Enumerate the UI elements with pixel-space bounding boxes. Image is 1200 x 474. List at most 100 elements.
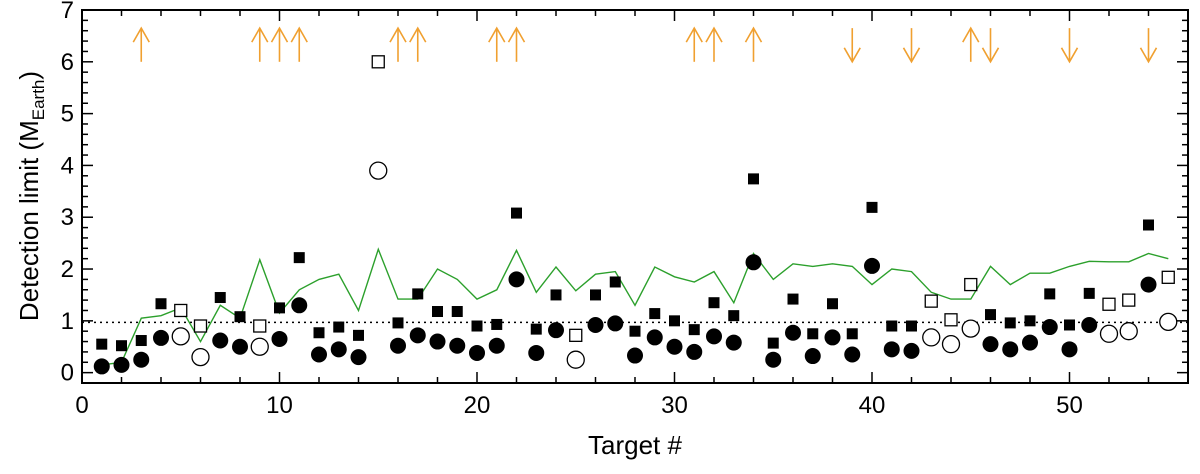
data-point-filled-square bbox=[274, 302, 285, 314]
data-point-open-square bbox=[569, 328, 583, 342]
data-point-filled-circle bbox=[1081, 316, 1098, 333]
data-point-filled-square bbox=[708, 297, 720, 309]
data-point-filled-circle bbox=[646, 329, 663, 346]
y-axis-title: Detection limit (MEarth) bbox=[14, 71, 48, 321]
data-point-filled-square bbox=[748, 173, 759, 185]
data-point-filled-circle bbox=[291, 297, 308, 314]
data-point-filled-square bbox=[333, 321, 345, 333]
data-point-filled-square bbox=[511, 207, 522, 219]
up-arrow-icon bbox=[744, 26, 763, 62]
data-point-filled-circle bbox=[745, 254, 762, 271]
data-point-filled-circle bbox=[1022, 334, 1038, 351]
data-point-filled-circle bbox=[1002, 341, 1019, 358]
data-point-open-square bbox=[174, 303, 188, 318]
data-point-filled-circle bbox=[686, 343, 703, 360]
data-point-open-square bbox=[964, 277, 978, 292]
data-point-filled-circle bbox=[449, 337, 466, 354]
data-point-filled-circle bbox=[903, 342, 920, 359]
data-point-filled-circle bbox=[1061, 341, 1078, 358]
data-point-filled-circle bbox=[824, 329, 841, 346]
data-point-filled-square bbox=[1024, 315, 1036, 327]
x-tick-label: 20 bbox=[464, 392, 491, 419]
y-axis-title-close: ) bbox=[14, 71, 44, 80]
data-point-filled-square bbox=[688, 324, 700, 336]
data-point-filled-square bbox=[1083, 287, 1095, 299]
data-point-filled-circle bbox=[982, 336, 999, 353]
up-arrow-icon bbox=[290, 26, 308, 62]
data-point-filled-square bbox=[1004, 317, 1016, 329]
x-tick-label: 50 bbox=[1056, 392, 1083, 419]
data-point-filled-circle bbox=[330, 341, 347, 358]
data-point-filled-square bbox=[313, 327, 325, 339]
data-point-open-circle bbox=[566, 350, 585, 369]
data-point-open-circle bbox=[1119, 322, 1138, 341]
down-arrow-icon bbox=[902, 28, 921, 64]
data-point-filled-circle bbox=[390, 337, 406, 354]
data-point-filled-circle bbox=[311, 346, 327, 363]
data-point-filled-circle bbox=[212, 332, 229, 349]
data-point-open-circle bbox=[1099, 324, 1119, 343]
data-point-open-square bbox=[924, 294, 938, 308]
data-point-filled-circle bbox=[429, 333, 446, 350]
up-arrow-icon bbox=[132, 26, 150, 62]
data-point-filled-square bbox=[609, 276, 621, 288]
data-point-filled-square bbox=[491, 318, 503, 330]
data-point-filled-square bbox=[1044, 288, 1056, 300]
y-tick-label: 1 bbox=[61, 308, 74, 335]
data-point-filled-square bbox=[530, 323, 542, 335]
data-point-filled-square bbox=[787, 293, 799, 305]
data-point-filled-circle bbox=[627, 347, 643, 364]
data-point-filled-circle bbox=[725, 334, 742, 351]
data-point-filled-square bbox=[906, 320, 917, 332]
data-point-filled-square bbox=[807, 328, 819, 340]
data-point-filled-circle bbox=[548, 322, 564, 339]
down-arrow-icon bbox=[1139, 28, 1158, 64]
y-tick-label: 7 bbox=[61, 0, 74, 24]
data-point-filled-square bbox=[550, 289, 562, 301]
data-point-filled-square bbox=[728, 310, 740, 322]
data-point-filled-square bbox=[629, 325, 641, 337]
data-point-filled-circle bbox=[232, 338, 248, 355]
data-point-filled-circle bbox=[1041, 319, 1058, 336]
data-point-filled-circle bbox=[607, 315, 624, 332]
data-point-open-square bbox=[944, 313, 958, 327]
tick-layer: 0 10 20 30 40 50 0 1 2 3 4 5 6 7 bbox=[61, 0, 1189, 419]
data-point-open-circle bbox=[941, 334, 961, 354]
data-point-filled-square bbox=[116, 340, 127, 352]
down-arrow-icon bbox=[1060, 28, 1079, 64]
data-point-filled-circle bbox=[864, 257, 880, 274]
data-point-filled-square bbox=[827, 298, 838, 310]
arrow-layer bbox=[132, 26, 1158, 64]
data-point-filled-square bbox=[767, 337, 779, 349]
x-axis-title: Target # bbox=[588, 430, 682, 460]
down-arrow-icon bbox=[981, 28, 1000, 64]
data-point-open-circle bbox=[191, 347, 210, 367]
x-tick-label: 30 bbox=[661, 392, 688, 419]
data-point-filled-square bbox=[471, 320, 483, 332]
up-arrow-icon bbox=[270, 26, 289, 62]
up-arrow-icon bbox=[251, 26, 269, 62]
data-point-filled-circle bbox=[113, 356, 130, 373]
y-axis-title-subscript: Earth bbox=[29, 80, 48, 121]
y-tick-label: 2 bbox=[61, 256, 74, 283]
x-tick-label: 40 bbox=[859, 392, 886, 419]
data-point-filled-circle bbox=[1140, 276, 1157, 293]
data-point-filled-square bbox=[96, 338, 108, 350]
data-point-filled-square bbox=[1064, 319, 1075, 331]
data-point-filled-square bbox=[669, 315, 680, 327]
data-point-filled-circle bbox=[271, 330, 288, 347]
data-point-filled-square bbox=[866, 201, 878, 213]
data-point-open-circle bbox=[961, 319, 980, 338]
data-point-filled-circle bbox=[765, 351, 782, 368]
y-axis-title-main: Detection limit (M bbox=[14, 120, 44, 321]
data-point-filled-circle bbox=[883, 341, 900, 358]
data-point-filled-square bbox=[649, 308, 661, 320]
data-point-filled-square bbox=[432, 306, 443, 318]
x-tick-label: 0 bbox=[75, 392, 88, 419]
data-point-open-square bbox=[1122, 293, 1136, 307]
data-point-filled-circle bbox=[804, 348, 821, 365]
data-point-filled-circle bbox=[844, 346, 861, 363]
up-arrow-icon bbox=[488, 26, 506, 62]
data-point-open-circle bbox=[922, 328, 941, 347]
